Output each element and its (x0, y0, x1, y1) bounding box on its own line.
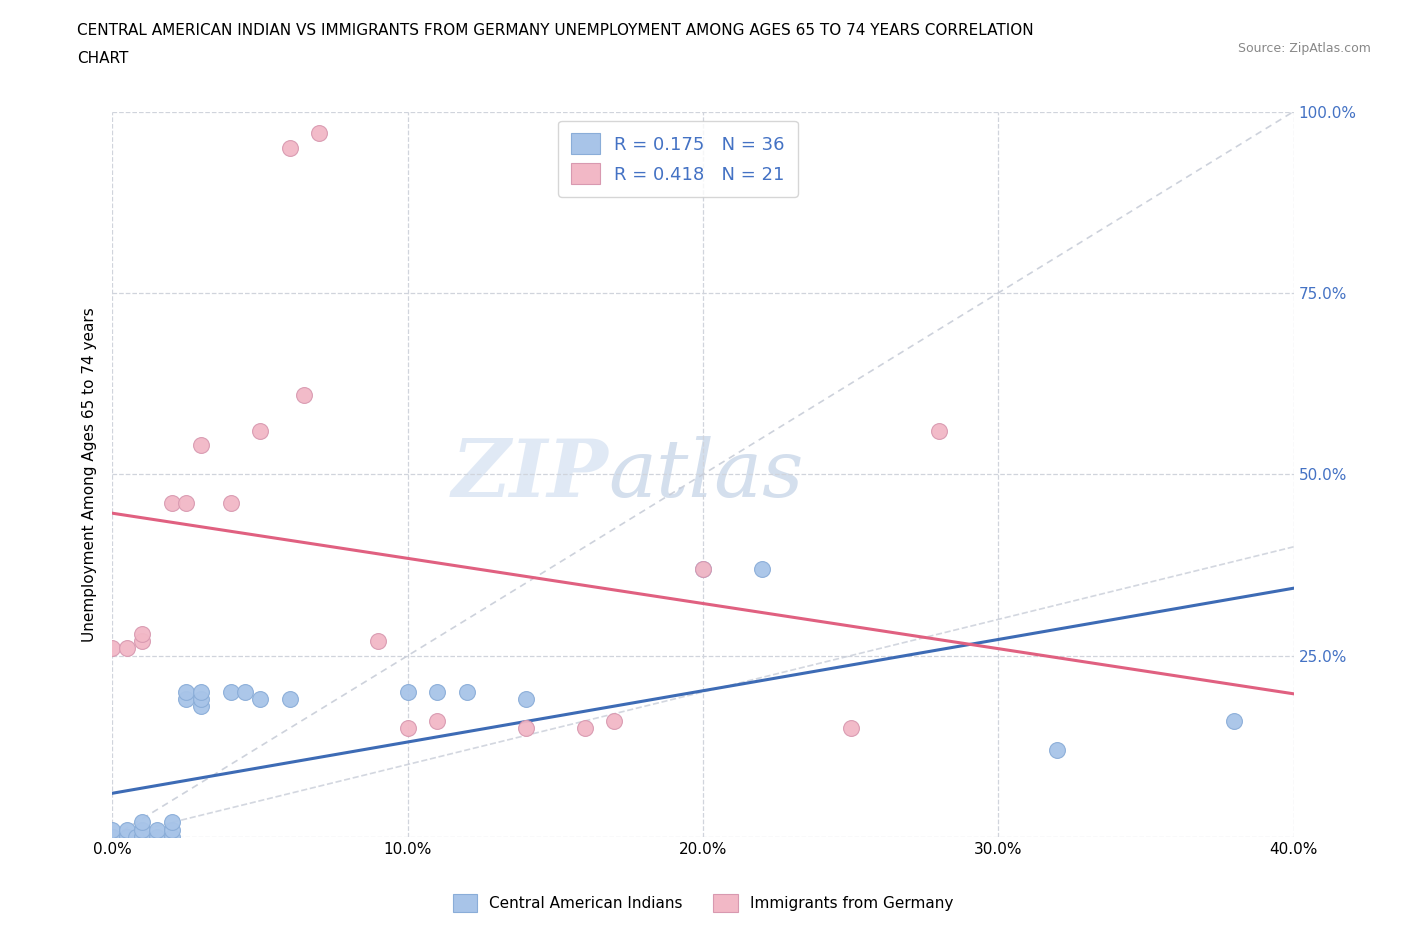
Point (839, 721, 862, 736)
Point (160, 830, 183, 844)
Point (174, 684, 197, 699)
Point (456, 684, 478, 699)
Point (292, 387, 315, 402)
Point (426, 713, 449, 728)
Point (692, 561, 714, 576)
Point (117, 822, 138, 837)
Point (249, 423, 271, 438)
Point (515, 721, 537, 736)
Point (190, 684, 212, 699)
Point (308, 126, 330, 140)
Point (160, 815, 183, 830)
Point (1046, 742, 1069, 757)
Point (751, 561, 773, 576)
Point (928, 423, 950, 438)
Point (131, 633, 153, 648)
Point (101, 830, 124, 844)
Point (367, 633, 389, 648)
Text: atlas: atlas (609, 435, 804, 513)
Point (117, 641, 138, 656)
Point (146, 830, 169, 844)
Point (219, 684, 242, 699)
Y-axis label: Unemployment Among Ages 65 to 74 years: Unemployment Among Ages 65 to 74 years (82, 307, 97, 642)
Point (396, 684, 419, 699)
Point (219, 496, 242, 511)
Point (146, 822, 169, 837)
Point (131, 815, 153, 830)
Point (101, 641, 124, 656)
Point (190, 699, 212, 714)
Point (692, 561, 714, 576)
Point (131, 830, 153, 844)
Point (233, 684, 256, 699)
Point (190, 438, 212, 453)
Point (101, 830, 124, 844)
Point (396, 721, 419, 736)
Point (174, 496, 197, 511)
Point (101, 830, 124, 844)
Point (131, 830, 153, 844)
Point (160, 822, 183, 837)
Point (174, 692, 197, 707)
Point (117, 830, 138, 844)
Point (101, 822, 124, 837)
Point (278, 140, 301, 155)
Point (160, 496, 183, 511)
Point (101, 830, 124, 844)
Point (574, 721, 596, 736)
Text: ZIP: ZIP (451, 435, 609, 513)
Point (603, 713, 626, 728)
Point (1223, 713, 1246, 728)
Point (125, 830, 148, 844)
Text: CHART: CHART (77, 51, 129, 66)
Text: CENTRAL AMERICAN INDIAN VS IMMIGRANTS FROM GERMANY UNEMPLOYMENT AMONG AGES 65 TO: CENTRAL AMERICAN INDIAN VS IMMIGRANTS FR… (77, 23, 1033, 38)
Point (515, 692, 537, 707)
Text: Source: ZipAtlas.com: Source: ZipAtlas.com (1237, 42, 1371, 55)
Point (101, 830, 124, 844)
Point (278, 692, 301, 707)
Point (249, 692, 271, 707)
Point (117, 830, 138, 844)
Legend: R = 0.175   N = 36, R = 0.418   N = 21: R = 0.175 N = 36, R = 0.418 N = 21 (558, 121, 797, 196)
Point (426, 684, 449, 699)
Legend: Central American Indians, Immigrants from Germany: Central American Indians, Immigrants fro… (447, 888, 959, 918)
Point (190, 692, 212, 707)
Point (131, 627, 153, 642)
Point (131, 822, 153, 837)
